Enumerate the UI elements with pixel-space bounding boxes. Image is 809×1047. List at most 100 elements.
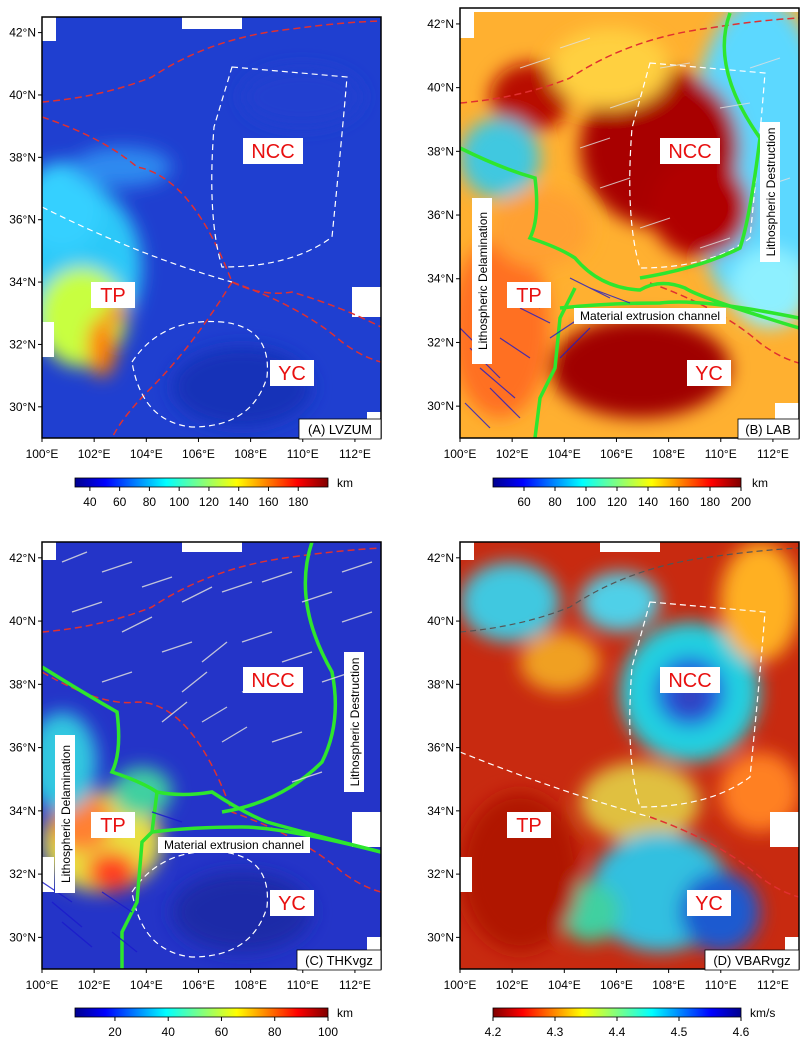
colorbar-tick-label: 140 xyxy=(638,495,658,509)
fast-direction-bars xyxy=(519,37,791,249)
ncc-outline xyxy=(629,601,766,808)
panel-a: 42°N 40°N 38°N 36°N 34°N 32°N 30°N 100°E 102°E 10… xyxy=(9,16,382,509)
lon-tick-label: 100°E xyxy=(444,978,477,992)
block-boundary xyxy=(42,116,381,328)
svg-text:TP: TP xyxy=(100,815,126,837)
panel-label: (C) THKvgz xyxy=(296,949,382,971)
lon-tick-label: 110°E xyxy=(287,447,319,461)
lon-tick-label: 100°E xyxy=(444,447,477,461)
svg-text:km: km xyxy=(337,1006,353,1020)
lon-tick-label: 104°E xyxy=(130,978,163,992)
svg-text:km: km xyxy=(337,476,353,490)
ticks-d: 42°N 40°N 38°N 36°N 34°N 32°N 30°N 100°E 102°E 10… xyxy=(427,551,789,992)
colorbar-tick-label: 80 xyxy=(143,495,157,509)
lat-tick-label: 30°N xyxy=(9,400,36,414)
ticks-a: 42°N 40°N 38°N 36°N 34°N 32°N 30°N 100°E 102°E 10… xyxy=(9,26,371,461)
region-label-tp: TP xyxy=(507,812,551,838)
lat-tick-label: 30°N xyxy=(427,930,454,944)
colorbar-tick-label: 80 xyxy=(268,1025,282,1039)
lat-tick-label: 34°N xyxy=(427,272,454,286)
lat-tick-label: 30°N xyxy=(427,399,454,413)
lat-tick-label: 40°N xyxy=(427,81,454,95)
lat-tick-label: 34°N xyxy=(427,804,454,818)
region-label-yc: YC xyxy=(687,890,731,916)
interpretation-line xyxy=(639,12,762,280)
annotation-destruction: Lithospheric Destruction xyxy=(760,122,780,262)
svg-text:YC: YC xyxy=(278,893,306,915)
svg-text:km/s: km/s xyxy=(750,1006,775,1020)
svg-text:km: km xyxy=(752,476,768,490)
block-boundary xyxy=(42,547,381,633)
svg-text:Material extrusion channel: Material extrusion channel xyxy=(580,309,720,323)
annotation-delamination: Lithospheric Delamination xyxy=(55,735,75,893)
lon-tick-label: 110°E xyxy=(705,978,737,992)
region-label-yc: YC xyxy=(687,360,731,386)
interpretation-line xyxy=(559,300,799,320)
svg-text:(C) THKvgz: (C) THKvgz xyxy=(305,953,373,968)
colorbar-tick-label: 4.6 xyxy=(733,1025,750,1039)
colorbar-tick-label: 120 xyxy=(607,495,627,509)
colorbar-tick-label: 4.3 xyxy=(547,1025,564,1039)
colorbar-tick-label: 60 xyxy=(517,495,531,509)
region-label-tp: TP xyxy=(91,812,135,838)
region-label-ncc: NCC xyxy=(660,667,720,693)
svg-text:YC: YC xyxy=(695,893,723,915)
block-boundary xyxy=(649,816,799,898)
ticks-b: 42°N 40°N 38°N 36°N 34°N 32°N 30°N 100°E 102°E 10… xyxy=(427,17,789,461)
lat-tick-label: 36°N xyxy=(427,741,454,755)
yc-outline xyxy=(131,320,269,428)
colorbar-tick-label: 4.4 xyxy=(609,1025,626,1039)
block-boundary xyxy=(460,547,799,633)
lon-tick-label: 102°E xyxy=(78,447,111,461)
lat-tick-label: 32°N xyxy=(427,335,454,349)
map-area-c xyxy=(42,542,381,969)
block-boundary xyxy=(231,281,381,363)
svg-text:Material extrusion channel: Material extrusion channel xyxy=(164,838,304,852)
annotation-channel: Material extrusion channel xyxy=(158,837,310,853)
lon-tick-label: 100°E xyxy=(26,978,59,992)
lat-tick-label: 42°N xyxy=(427,17,454,31)
map-area-a xyxy=(42,17,381,438)
annotation-destruction: Lithospheric Destruction xyxy=(344,652,364,792)
lat-tick-label: 42°N xyxy=(9,26,36,40)
lon-tick-label: 102°E xyxy=(496,447,529,461)
lat-tick-label: 34°N xyxy=(9,804,36,818)
lat-tick-label: 42°N xyxy=(427,551,454,565)
lon-tick-label: 108°E xyxy=(652,447,685,461)
ncc-outline xyxy=(211,66,348,268)
colorbar-tick-label: 4.2 xyxy=(485,1025,502,1039)
lon-tick-label: 110°E xyxy=(287,978,319,992)
map-area-b xyxy=(460,8,799,438)
anisotropy-bars xyxy=(42,811,183,953)
colorbar-tick-label: 100 xyxy=(318,1025,338,1039)
colorbar-tick-label: 180 xyxy=(700,495,720,509)
lat-tick-label: 32°N xyxy=(427,867,454,881)
interpretation-line xyxy=(120,791,159,969)
region-label-tp: TP xyxy=(507,282,551,308)
panel-b: 42°N 40°N 38°N 36°N 34°N 32°N 30°N 100°E 102°E 10… xyxy=(427,7,800,509)
map-area-d xyxy=(460,542,799,969)
colorbar-tick-label: 20 xyxy=(108,1025,122,1039)
colorbar-tick-label: 140 xyxy=(229,495,249,509)
lon-tick-label: 108°E xyxy=(234,447,267,461)
region-label-tp: TP xyxy=(91,282,135,308)
lat-tick-label: 36°N xyxy=(9,741,36,755)
svg-text:TP: TP xyxy=(100,285,126,307)
region-label-ncc: NCC xyxy=(243,138,303,164)
colorbar-tick-label: 160 xyxy=(669,495,689,509)
lon-tick-label: 106°E xyxy=(600,447,633,461)
colorbar-tick-label: 100 xyxy=(576,495,596,509)
lat-tick-label: 38°N xyxy=(9,677,36,691)
svg-text:(A) LVZUM: (A) LVZUM xyxy=(308,422,372,437)
block-boundary xyxy=(111,281,233,438)
block-boundary xyxy=(460,17,799,104)
interpretation-line xyxy=(460,146,799,330)
lon-tick-label: 100°E xyxy=(26,447,59,461)
colorbar-tick-label: 4.5 xyxy=(671,1025,688,1039)
colorbar-tick-label: 100 xyxy=(169,495,189,509)
colorbar-tick-label: 120 xyxy=(199,495,219,509)
lat-tick-label: 32°N xyxy=(9,867,36,881)
svg-text:YC: YC xyxy=(278,363,306,385)
tp-outline xyxy=(42,206,233,283)
